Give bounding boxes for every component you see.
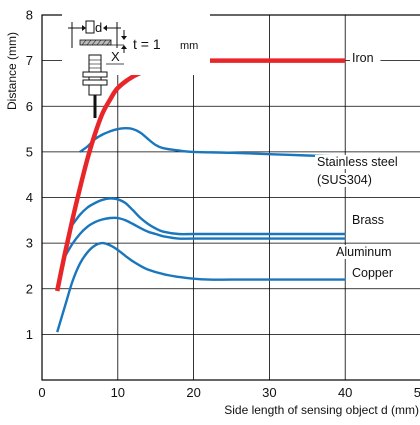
series-line-brass xyxy=(71,197,346,236)
tick-labels: 0 10 20 30 40 50 1 2 3 4 5 6 7 8 xyxy=(26,8,420,401)
y-tick-label: 8 xyxy=(26,8,33,23)
x-tick-label: 10 xyxy=(111,385,125,400)
y-tick-label: 3 xyxy=(26,236,33,251)
y-tick-label: 4 xyxy=(26,190,33,205)
inset-thickness-label: t = 1 xyxy=(133,36,161,52)
series-line-aluminum xyxy=(63,216,346,258)
series-label: Stainless steel xyxy=(317,155,398,169)
sensor-diagram-inset: d t = 1 mm X xyxy=(62,14,210,118)
plot-frame xyxy=(41,14,420,381)
y-tick-label: 5 xyxy=(26,144,33,159)
series-label: Aluminum xyxy=(336,245,392,259)
y-tick-label: 1 xyxy=(26,327,33,342)
series-line-stainless-steel xyxy=(79,126,346,158)
y-tick-label: 7 xyxy=(26,53,33,68)
series-line-iron xyxy=(54,58,346,292)
x-axis-title: Side length of sensing object d (mm) xyxy=(224,403,419,417)
inset-d-label: d xyxy=(95,20,102,35)
x-tick-label: 20 xyxy=(186,385,200,400)
series-label-background xyxy=(315,173,372,187)
series-line-copper xyxy=(56,241,346,333)
series-label-background xyxy=(315,155,418,169)
series-lines xyxy=(54,58,346,333)
x-tick-label: 40 xyxy=(338,385,352,400)
series-label-background xyxy=(350,51,381,65)
series-label-background xyxy=(350,213,387,227)
series-label: Copper xyxy=(352,266,393,280)
series-labels: Iron Stainless steel (SUS304) Brass Aluminum… xyxy=(315,51,418,280)
series-label-background xyxy=(334,245,391,259)
target-plate xyxy=(79,39,112,46)
x-tick-label: 50 xyxy=(414,385,420,400)
series-label: Iron xyxy=(352,51,374,65)
series-label-background xyxy=(350,266,394,280)
inset-x-label: X xyxy=(111,49,120,64)
series-label: Brass xyxy=(352,213,384,227)
y-tick-label: 2 xyxy=(26,281,33,296)
inset-thickness-unit: mm xyxy=(180,40,198,52)
square-symbol xyxy=(85,20,95,34)
y-tick-label: 6 xyxy=(26,99,33,114)
x-tick-label: 30 xyxy=(262,385,276,400)
series-label: (SUS304) xyxy=(317,173,372,187)
x-tick-label: 0 xyxy=(38,385,45,400)
y-axis-title: Distance (mm) xyxy=(5,32,19,110)
sensor-icon xyxy=(82,54,108,118)
